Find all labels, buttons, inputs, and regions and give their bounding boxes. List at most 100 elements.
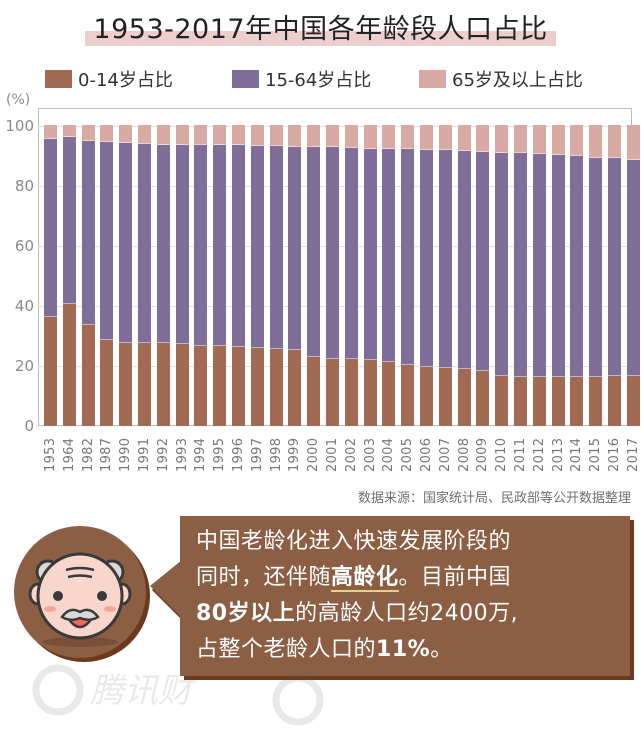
bar-segment-0-14 <box>81 325 95 426</box>
bar-1995 <box>213 125 227 426</box>
bar-segment-15-64 <box>44 138 57 318</box>
bar-segment-65-plus <box>288 125 302 147</box>
bar-segment-0-14 <box>44 317 57 426</box>
callout-pointer <box>150 560 184 622</box>
bar-segment-0-14 <box>551 376 565 426</box>
bar-2010 <box>495 125 509 426</box>
bar-segment-65-plus <box>307 125 321 147</box>
x-tick-label: 2005 <box>400 437 416 472</box>
bar-segment-0-14 <box>401 365 415 426</box>
bar-segment-15-64 <box>250 144 264 348</box>
bar-1964 <box>62 125 76 426</box>
bar-segment-65-plus <box>438 125 452 151</box>
y-tick-label: 60 <box>14 237 34 255</box>
bar-1982 <box>81 125 95 426</box>
stacked-bar-chart: 0 20 40 60 80 100 1953 1964 1982 1987 1990 1991 1992… <box>5 108 641 472</box>
bar-segment-65-plus <box>401 125 415 150</box>
x-tick-label: 1964 <box>61 437 77 472</box>
data-source-note: 数据来源：国家统计局、民政部等公开数据整理 <box>357 491 631 506</box>
x-tick-label: 2003 <box>362 437 378 472</box>
callout-box <box>180 516 630 676</box>
bar-segment-0-14 <box>232 346 245 426</box>
bar-segment-15-64 <box>100 141 114 340</box>
bar-segment-15-64 <box>457 149 471 369</box>
bar-segment-15-64 <box>495 151 509 377</box>
bar-segment-65-plus <box>213 125 227 145</box>
bar-segment-0-14 <box>570 376 584 426</box>
highlight-11-percent: 11% <box>376 637 431 662</box>
bar-segment-65-plus <box>626 125 640 161</box>
bar-segment-65-plus <box>100 125 114 143</box>
legend-label-65-plus: 65岁及以上占比 <box>452 70 583 91</box>
legend: 0-14岁占比 15-64岁占比 65岁及以上占比 <box>0 66 641 92</box>
x-tick-label: 1994 <box>193 437 209 472</box>
bar-2012 <box>532 125 546 426</box>
bar-segment-65-plus <box>232 125 245 146</box>
bar-segment-65-plus <box>532 125 546 155</box>
bar-1993 <box>175 125 189 426</box>
legend-label-0-14: 0-14岁占比 <box>78 70 173 91</box>
bar-2000 <box>307 125 321 426</box>
bar-2014 <box>570 125 584 426</box>
chart-title-wrap: 1953-2017年中国各年龄段人口占比 <box>0 10 641 50</box>
bar-segment-65-plus <box>457 125 471 151</box>
bar-segment-15-64 <box>81 139 95 326</box>
x-tick-label: 2000 <box>306 437 322 472</box>
legend-item-0-14: 0-14岁占比 <box>45 66 173 92</box>
bar-segment-15-64 <box>420 148 433 367</box>
x-tick-label: 2012 <box>531 437 547 472</box>
bar-segment-65-plus <box>175 125 189 145</box>
x-tick-label: 1990 <box>118 437 134 472</box>
x-tick-label: 2015 <box>588 437 604 472</box>
bar-segment-0-14 <box>626 375 640 426</box>
elderly-man-face-icon <box>14 526 150 662</box>
bar-segment-15-64 <box>438 149 452 368</box>
bar-2017 <box>626 125 640 426</box>
bar-segment-0-14 <box>514 376 527 426</box>
legend-label-15-64: 15-64岁占比 <box>265 70 372 91</box>
bar-segment-0-14 <box>457 369 471 426</box>
bar-1992 <box>156 125 170 426</box>
legend-swatch-65-plus <box>419 70 446 88</box>
bar-segment-65-plus <box>250 125 264 146</box>
bar-segment-15-64 <box>307 146 321 358</box>
bar-segment-15-64 <box>119 141 133 343</box>
bar-segment-0-14 <box>363 359 377 426</box>
bar-2016 <box>608 125 621 426</box>
bar-2011 <box>514 125 527 426</box>
bar-segment-0-14 <box>344 358 358 426</box>
x-tick-label: 1987 <box>99 437 115 472</box>
bar-segment-65-plus <box>44 125 57 140</box>
bar-segment-65-plus <box>119 125 133 143</box>
x-tick-label: 2001 <box>325 437 340 472</box>
x-tick-label: 2011 <box>513 437 528 472</box>
x-tick-label: 2007 <box>437 437 453 472</box>
bar-segment-15-64 <box>194 144 208 346</box>
callout-line-4: 占整个老龄人口的11%。 <box>196 637 453 662</box>
bar-segment-0-14 <box>495 376 509 426</box>
y-tick-label: 80 <box>14 177 34 195</box>
bar-segment-15-64 <box>363 147 377 360</box>
bar-1953 <box>44 125 57 426</box>
bar-segment-65-plus <box>81 125 95 141</box>
bar-2005 <box>401 125 415 426</box>
bar-segment-15-64 <box>175 143 189 345</box>
bar-segment-65-plus <box>420 125 433 150</box>
bar-segment-15-64 <box>326 146 339 359</box>
bar-segment-15-64 <box>514 152 527 377</box>
bar-segment-65-plus <box>138 125 151 144</box>
y-axis-unit: (%) <box>6 92 31 108</box>
bar-segment-15-64 <box>382 147 396 362</box>
x-tick-label: 1993 <box>174 437 190 472</box>
bar-segment-0-14 <box>288 349 302 426</box>
x-tick-label: 1991 <box>137 437 152 472</box>
x-tick-label: 2010 <box>494 437 510 472</box>
bar-segment-15-64 <box>532 153 546 377</box>
callout-line-3: 80岁以上的高龄人口约2400万, <box>196 601 519 626</box>
bar-2004 <box>382 125 396 426</box>
bar-segment-0-14 <box>382 361 396 426</box>
bar-segment-0-14 <box>438 367 452 426</box>
bar-segment-15-64 <box>269 145 283 349</box>
bar-segment-65-plus <box>589 125 603 158</box>
bar-segment-0-14 <box>326 358 339 426</box>
